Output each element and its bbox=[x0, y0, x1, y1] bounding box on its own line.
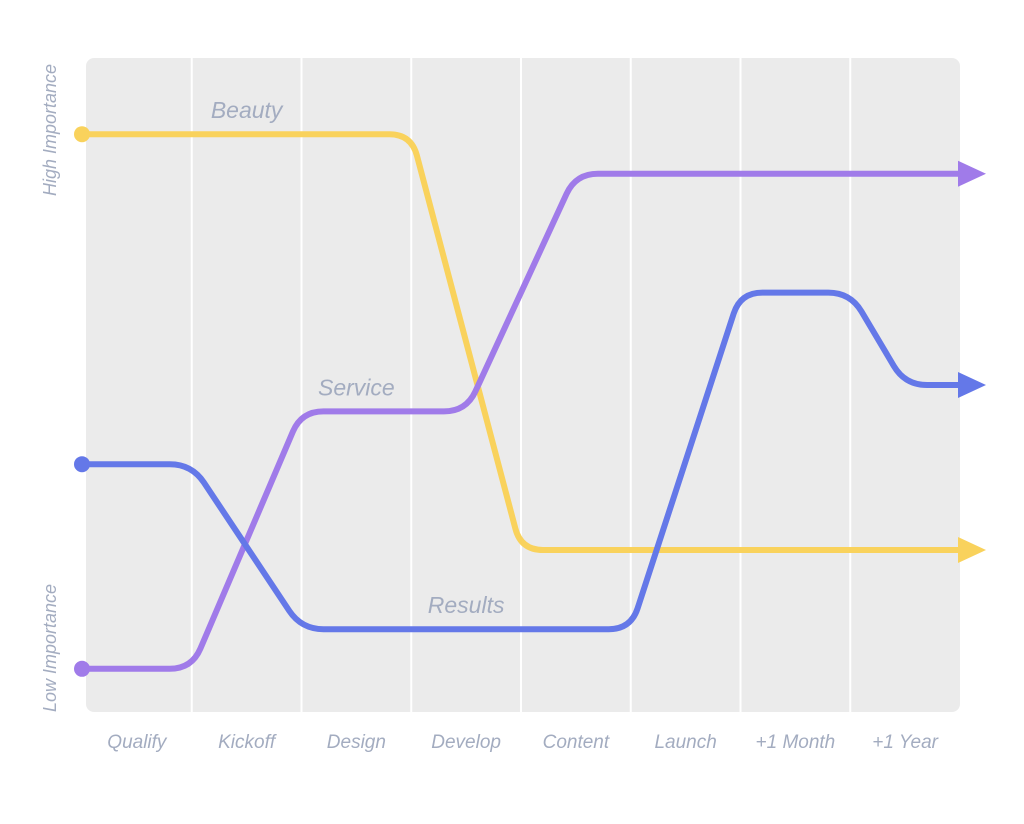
series-service bbox=[74, 160, 986, 677]
series-layer bbox=[74, 126, 986, 677]
series-results bbox=[74, 289, 986, 633]
series-labels: Beauty Service Results bbox=[211, 97, 505, 618]
series-arrow-results bbox=[958, 372, 986, 398]
series-label-results: Results bbox=[428, 592, 505, 618]
series-start-dot-service bbox=[74, 660, 90, 677]
series-start-dot-beauty bbox=[74, 126, 90, 143]
series-beauty bbox=[74, 126, 986, 563]
grid-lines bbox=[190, 58, 852, 712]
category-label-design: Design bbox=[327, 732, 386, 753]
series-line-beauty bbox=[79, 131, 965, 553]
category-label-qualify: Qualify bbox=[107, 732, 168, 753]
category-labels: Qualify Kickoff Design Develop Content Launch… bbox=[107, 732, 938, 753]
series-label-beauty: Beauty bbox=[211, 97, 284, 123]
category-label-kickoff: Kickoff bbox=[218, 732, 277, 753]
category-label-content: Content bbox=[543, 732, 610, 753]
category-label-develop: Develop bbox=[431, 732, 501, 753]
series-line-service bbox=[79, 170, 965, 672]
y-label-high: High Importance bbox=[40, 64, 60, 196]
series-arrow-service bbox=[958, 160, 986, 187]
y-label-low: Low Importance bbox=[40, 584, 60, 712]
series-label-service: Service bbox=[318, 374, 395, 400]
category-label-1-month: +1 Month bbox=[756, 732, 836, 753]
series-arrow-beauty bbox=[958, 537, 986, 563]
category-label-launch: Launch bbox=[654, 732, 716, 753]
category-label-1-year: +1 Year bbox=[872, 732, 938, 753]
series-line-results bbox=[79, 289, 965, 633]
series-start-dot-results bbox=[74, 456, 90, 473]
